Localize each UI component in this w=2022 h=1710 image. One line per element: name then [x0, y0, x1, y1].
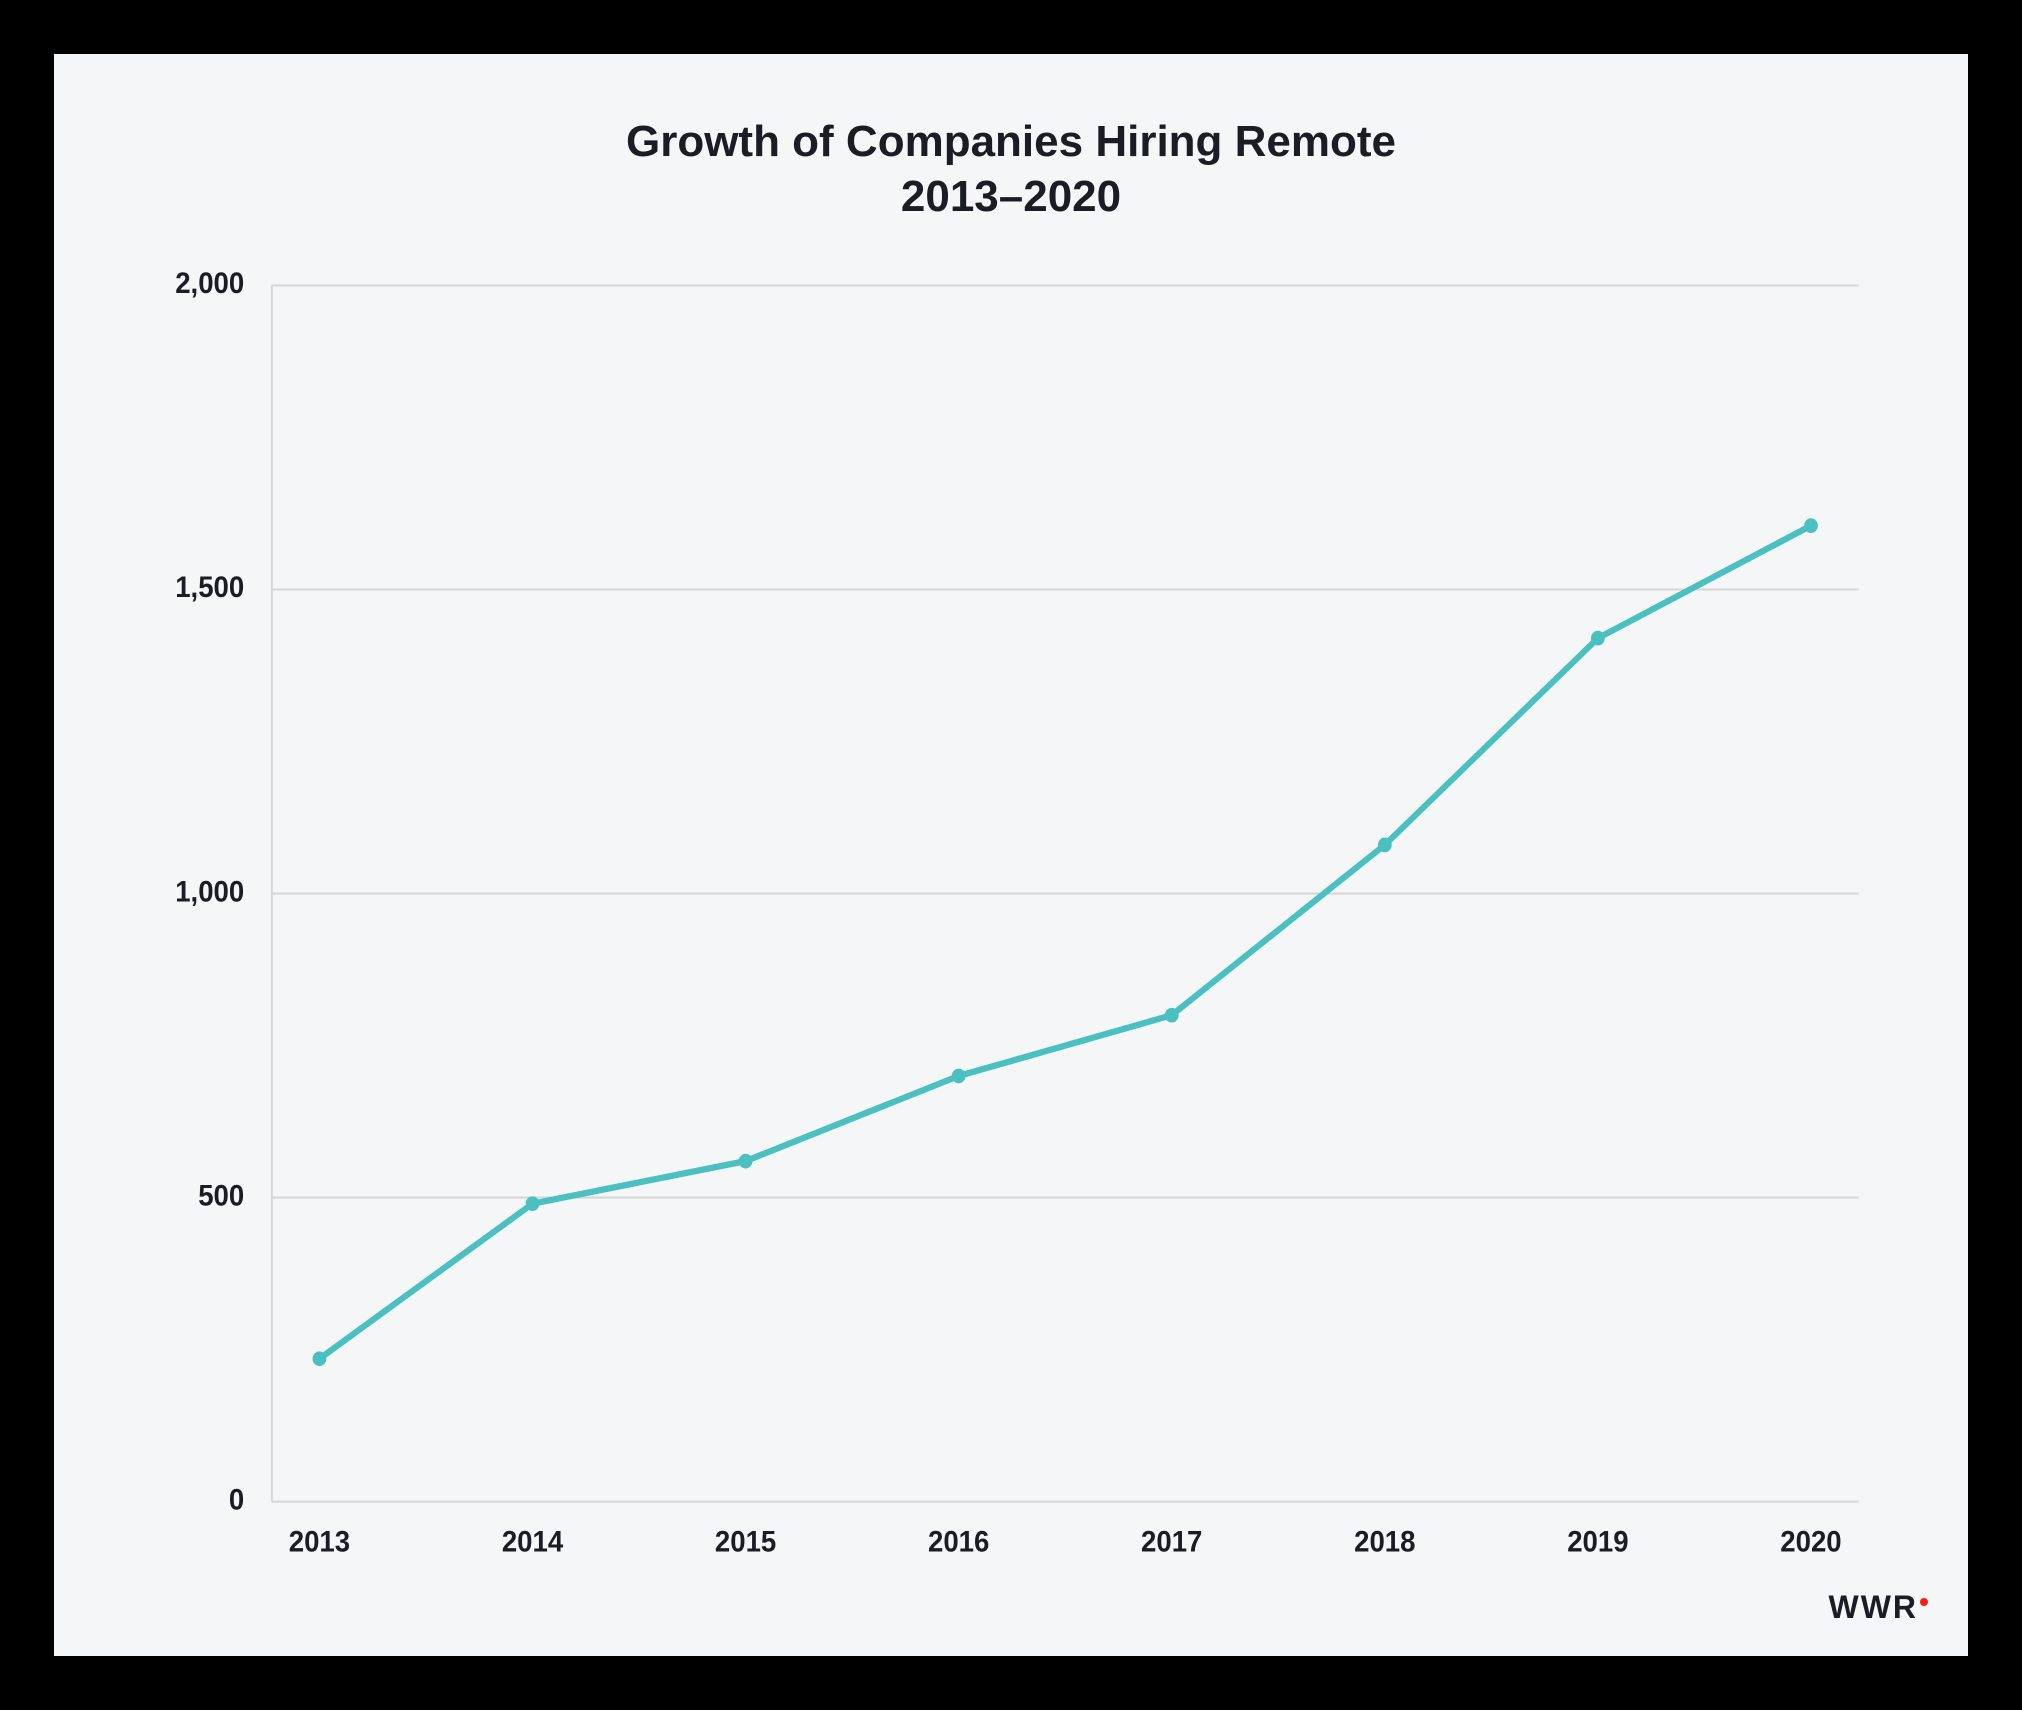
data-line: [319, 526, 1811, 1359]
x-axis-tick-label: 2019: [1567, 1526, 1628, 1559]
y-axis-tick-label: 1,500: [175, 571, 244, 604]
x-axis-tick-label: 2014: [502, 1526, 564, 1559]
data-point: [1804, 518, 1818, 533]
outer-frame: Growth of Companies Hiring Remote 2013–2…: [0, 0, 2022, 1710]
x-axis-tick-label: 2013: [289, 1526, 350, 1559]
x-axis-tick-label: 2016: [928, 1526, 989, 1559]
y-axis-tick-label: 0: [229, 1484, 244, 1517]
attribution-dot-icon: [1920, 1598, 1928, 1606]
attribution-logo: WWR: [1828, 1589, 1928, 1626]
data-point: [1165, 1008, 1179, 1023]
x-axis-tick-label: 2015: [715, 1526, 777, 1559]
data-point: [1591, 631, 1605, 646]
x-axis-tick-label: 2017: [1141, 1526, 1202, 1559]
data-point: [739, 1154, 753, 1169]
x-axis-tick-label: 2020: [1780, 1526, 1841, 1559]
attribution-text: WWR: [1828, 1589, 1918, 1625]
line-chart-svg: 0 500 1,000 1,500 2,000 2013 2014 2015 2016 2017 2…: [124, 254, 1898, 1596]
data-point: [1378, 838, 1392, 853]
x-axis-tick-label: 2018: [1354, 1526, 1415, 1559]
chart-title: Growth of Companies Hiring Remote 2013–2…: [54, 54, 1968, 234]
data-point: [952, 1069, 966, 1084]
chart-card: Growth of Companies Hiring Remote 2013–2…: [54, 54, 1968, 1656]
y-axis-tick-label: 1,000: [175, 876, 244, 909]
chart-title-line1: Growth of Companies Hiring Remote: [54, 114, 1968, 169]
y-axis-tick-label: 500: [198, 1180, 244, 1213]
chart-title-line2: 2013–2020: [54, 169, 1968, 224]
data-point: [526, 1196, 540, 1211]
data-point: [313, 1351, 327, 1366]
plot-area: 0 500 1,000 1,500 2,000 2013 2014 2015 2016 2017 2…: [124, 254, 1898, 1596]
y-axis-tick-label: 2,000: [175, 267, 244, 300]
